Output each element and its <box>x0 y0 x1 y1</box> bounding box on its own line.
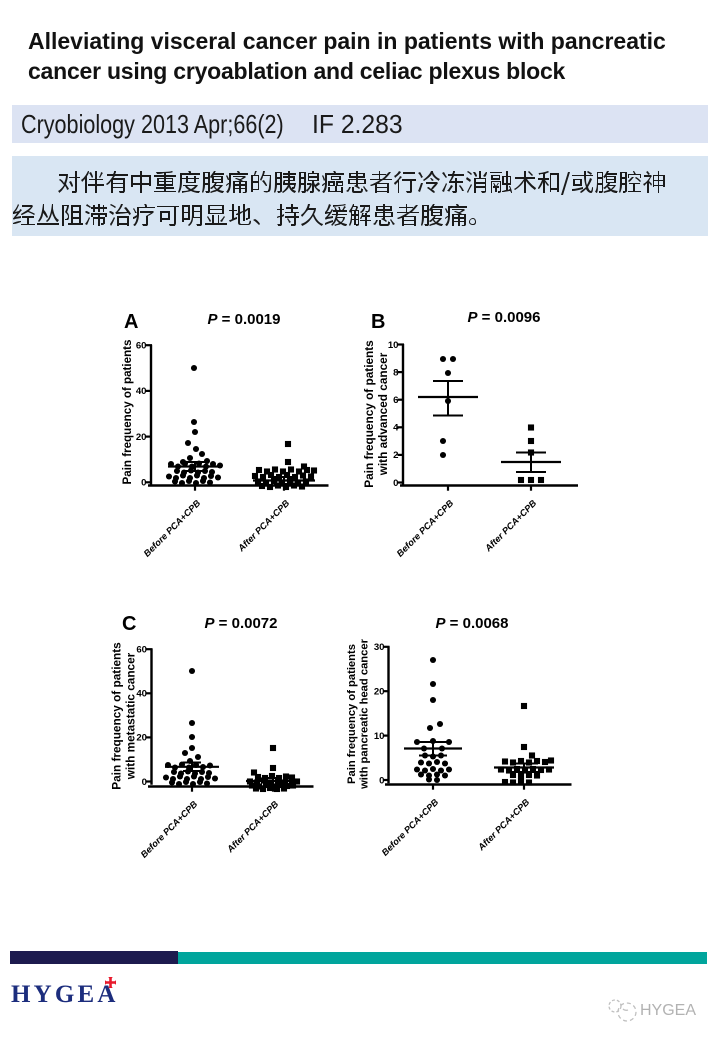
svg-text:P = 0.0019: P = 0.0019 <box>208 311 281 328</box>
svg-text:Pain frequency of patients: Pain frequency of patients <box>346 644 358 784</box>
svg-text:4: 4 <box>393 423 399 434</box>
svg-text:with advanced cancer: with advanced cancer <box>376 352 390 476</box>
svg-text:0: 0 <box>393 478 398 489</box>
svg-text:After PCA+CPB: After PCA+CPB <box>224 799 280 855</box>
svg-text:0: 0 <box>141 478 146 489</box>
svg-text:20: 20 <box>136 432 147 443</box>
svg-text:Pain frequency of patients: Pain frequency of patients <box>121 340 134 485</box>
svg-text:40: 40 <box>136 386 147 397</box>
svg-text:10: 10 <box>374 731 385 742</box>
svg-text:6: 6 <box>393 395 398 406</box>
svg-text:After PCA+CPB: After PCA+CPB <box>482 498 538 554</box>
svg-text:0: 0 <box>379 775 384 786</box>
svg-text:with pancreatic head cancer: with pancreatic head cancer <box>359 638 371 789</box>
svg-text:30: 30 <box>374 642 385 653</box>
svg-text:Before PCA+CPB: Before PCA+CPB <box>139 799 200 860</box>
svg-text:Before PCA+CPB: Before PCA+CPB <box>395 498 456 559</box>
svg-text:60: 60 <box>136 645 147 656</box>
svg-text:with metastatic cancer: with metastatic cancer <box>124 652 138 780</box>
svg-text:P = 0.0096: P = 0.0096 <box>468 309 541 326</box>
svg-text:40: 40 <box>136 689 147 700</box>
svg-text:After PCA+CPB: After PCA+CPB <box>475 797 531 853</box>
svg-text:Before PCA+CPB: Before PCA+CPB <box>380 797 441 858</box>
svg-text:60: 60 <box>136 341 147 352</box>
svg-text:Pain frequency of patients: Pain frequency of patients <box>362 340 376 488</box>
svg-text:Before PCA+CPB: Before PCA+CPB <box>142 498 203 559</box>
svg-text:A: A <box>124 311 138 333</box>
svg-text:20: 20 <box>136 733 147 744</box>
svg-text:8: 8 <box>393 367 399 378</box>
svg-text:B: B <box>371 311 385 333</box>
svg-text:P = 0.0068: P = 0.0068 <box>436 615 509 632</box>
svg-text:After PCA+CPB: After PCA+CPB <box>235 498 291 554</box>
svg-text:P = 0.0072: P = 0.0072 <box>205 615 278 632</box>
svg-text:C: C <box>122 613 136 635</box>
svg-text:2: 2 <box>393 450 398 461</box>
svg-text:20: 20 <box>374 687 385 698</box>
svg-text:Pain frequency of patients: Pain frequency of patients <box>110 642 124 790</box>
svg-text:10: 10 <box>388 340 399 351</box>
svg-text:0: 0 <box>142 777 147 788</box>
